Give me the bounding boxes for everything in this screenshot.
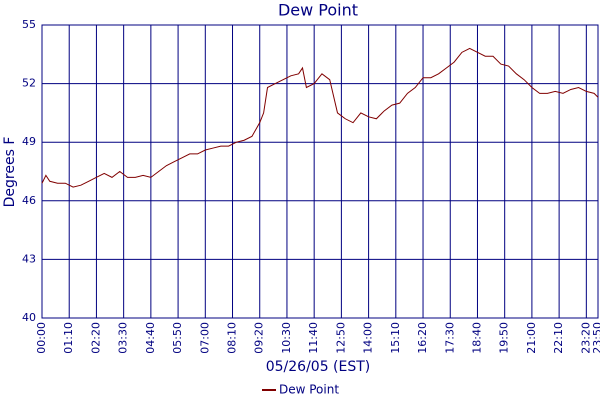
y-tick-label: 46	[22, 194, 36, 207]
x-tick-label: 11:40	[307, 322, 320, 354]
x-tick-label: 02:20	[89, 322, 102, 354]
x-tick-label: 21:00	[525, 322, 538, 354]
x-tick-label: 00:00	[35, 322, 48, 354]
x-tick-label: 12:50	[334, 322, 347, 354]
y-tick-label: 55	[22, 18, 36, 31]
x-tick-label: 08:10	[226, 322, 239, 354]
x-tick-label: 15:10	[389, 322, 402, 354]
x-tick-label: 23:20	[579, 322, 592, 354]
x-tick-label: 01:10	[62, 322, 75, 354]
y-tick-label: 49	[22, 135, 36, 148]
x-tick-label: 19:50	[498, 322, 511, 354]
x-tick-label: 18:40	[470, 322, 483, 354]
data-line	[41, 47, 599, 188]
x-tick-label: 17:30	[443, 322, 456, 354]
y-tick-label: 40	[22, 311, 36, 324]
x-tick-label: 05:50	[171, 322, 184, 354]
y-tick-label: 52	[22, 77, 36, 90]
x-tick-label: 23:50	[591, 322, 600, 354]
chart-title: Dew Point	[278, 1, 358, 20]
x-tick-label: 10:30	[280, 322, 293, 354]
x-tick-label: 07:00	[198, 322, 211, 354]
x-tick-label: 09:20	[253, 322, 266, 354]
y-axis-label: Degrees F	[2, 137, 18, 208]
y-tick-label: 43	[22, 252, 36, 265]
x-axis-label: 05/26/05 (EST)	[266, 359, 371, 375]
x-tick-label: 16:20	[416, 322, 429, 354]
plot-area	[41, 24, 599, 319]
x-tick-label: 22:10	[552, 322, 565, 354]
x-tick-label: 03:30	[117, 322, 130, 354]
x-tick-label: 04:40	[144, 322, 157, 354]
x-tick-label: 14:00	[362, 322, 375, 354]
legend-label: Dew Point	[279, 383, 339, 397]
